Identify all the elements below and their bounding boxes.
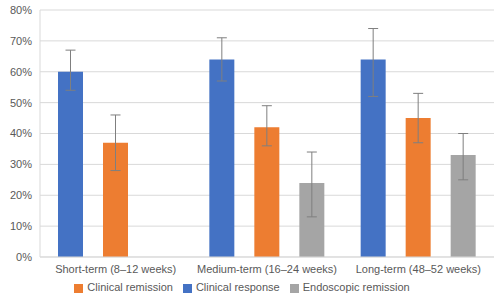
html-text:Clinical response: Clinical response: [195, 281, 280, 293]
html-text:Clinical remission: Clinical remission: [87, 281, 173, 293]
svg-text:Medium-term (16–24 weeks): Medium-term (16–24 weeks): [197, 263, 337, 275]
svg-text:20%: 20%: [10, 189, 32, 201]
svg-text:0%: 0%: [16, 251, 32, 263]
svg-text:Short-term (8–12 weeks): Short-term (8–12 weeks): [55, 263, 176, 275]
svg-text:50%: 50%: [10, 97, 32, 109]
svg-text:80%: 80%: [10, 4, 32, 16]
svg-text:10%: 10%: [10, 220, 32, 232]
svg-text:30%: 30%: [10, 158, 32, 170]
svg-text:70%: 70%: [10, 35, 32, 47]
svg-text:40%: 40%: [10, 127, 32, 139]
html-text:Endoscopic remission: Endoscopic remission: [302, 281, 410, 293]
svg-text:Long-term (48–52 weeks): Long-term (48–52 weeks): [356, 263, 481, 275]
svg-text:60%: 60%: [10, 66, 32, 78]
